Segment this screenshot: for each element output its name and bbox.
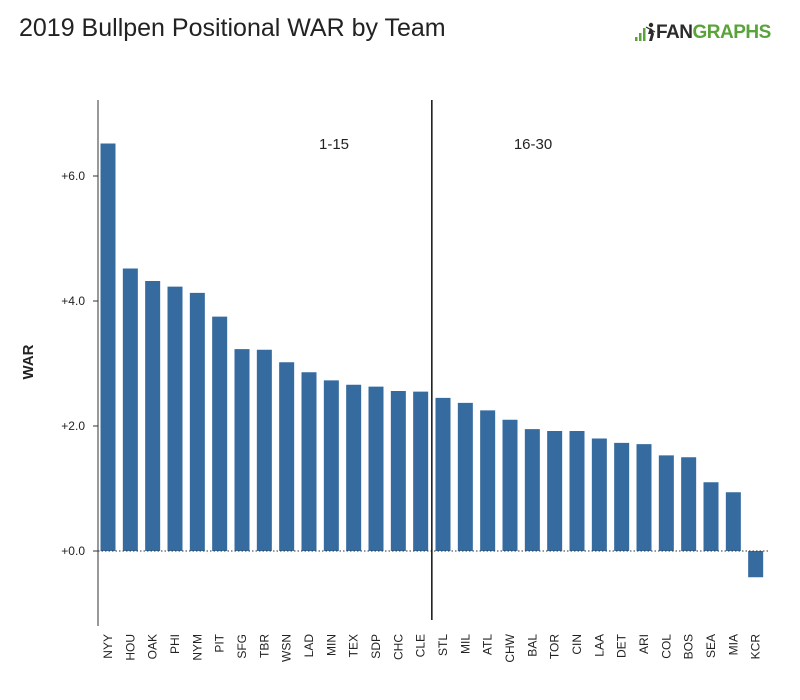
- bar-sfg: [234, 349, 250, 551]
- x-tick-label: TEX: [347, 634, 361, 657]
- x-tick-label: MIN: [324, 634, 338, 656]
- logo-text-fan: FAN: [656, 22, 693, 43]
- y-tick-label: +4.0: [61, 294, 85, 308]
- bar-mia: [725, 492, 741, 551]
- x-tick-label: TOR: [548, 634, 562, 659]
- y-axis: +0.0 +2.0 +4.0 +6.0 WAR: [20, 100, 99, 620]
- x-tick-label: CHC: [391, 634, 405, 660]
- chart-title: 2019 Bullpen Positional WAR by Team: [19, 14, 446, 42]
- x-tick-label: PIT: [213, 633, 227, 652]
- x-tick-label: LAD: [302, 634, 316, 658]
- bar-tex: [346, 384, 362, 551]
- group-label-1-15: 1-15: [319, 136, 349, 153]
- x-tick-label: LAA: [592, 634, 606, 657]
- x-tick-label: WSN: [280, 634, 294, 662]
- x-tick-label: SFG: [235, 634, 249, 659]
- bar-ari: [636, 444, 652, 551]
- bar-bos: [681, 457, 697, 551]
- bar-phi: [167, 286, 183, 551]
- x-tick-label: MIL: [458, 634, 472, 654]
- bar-laa: [591, 438, 607, 551]
- x-tick-label: NYM: [190, 634, 204, 661]
- bar-oak: [145, 281, 161, 551]
- bar-min: [323, 380, 339, 551]
- bar-chc: [390, 391, 406, 551]
- bar-hou: [122, 268, 138, 551]
- bar-pit: [212, 316, 228, 551]
- bar-stl: [435, 397, 451, 551]
- x-tick-label: CHW: [503, 633, 517, 662]
- bar-det: [614, 442, 630, 551]
- bar-sdp: [368, 386, 384, 551]
- bar-tbr: [256, 349, 272, 551]
- bar-mil: [457, 402, 473, 551]
- x-tick-label: ATL: [481, 634, 495, 655]
- bar-cin: [569, 431, 585, 551]
- x-axis: NYY HOU OAK PHI NYM PIT SFG TBR WSN LAD MIN TEX SDP C…: [97, 620, 763, 663]
- bar-cle: [413, 391, 429, 551]
- x-tick-label: DET: [615, 633, 629, 658]
- x-tick-label: SEA: [704, 634, 718, 658]
- bar-col: [658, 455, 674, 551]
- bar-wsn: [279, 362, 295, 551]
- x-tick-label: CIN: [570, 634, 584, 655]
- x-tick-label: PHI: [168, 634, 182, 654]
- annotations: 1-15 16-30: [98, 100, 770, 620]
- x-tick-label: OAK: [146, 634, 160, 659]
- bar-kcr: [748, 551, 764, 578]
- x-tick-label: STL: [436, 634, 450, 656]
- bar-atl: [480, 410, 496, 551]
- fangraphs-logo: FANGRAPHS: [634, 20, 771, 46]
- logo-text-graphs: GRAPHS: [692, 22, 772, 43]
- fangraphs-logo-icon: [634, 21, 656, 45]
- x-tick-label: MIA: [726, 634, 740, 655]
- x-tick-label: COL: [659, 634, 673, 659]
- x-tick-label: CLE: [414, 634, 428, 657]
- bar-chw: [502, 419, 518, 551]
- bar-nyy: [100, 143, 116, 551]
- bar-nym: [189, 292, 205, 551]
- x-tick-label: BOS: [682, 634, 696, 659]
- x-tick-label: HOU: [123, 634, 137, 661]
- y-tick-label: +0.0: [61, 544, 85, 558]
- x-tick-label: BAL: [525, 634, 539, 657]
- x-tick-label: SDP: [369, 634, 383, 659]
- y-tick-label: +6.0: [61, 169, 85, 183]
- x-tick-label: KCR: [749, 634, 763, 660]
- bar-sea: [703, 482, 719, 551]
- x-tick-label: TBR: [257, 634, 271, 658]
- group-label-16-30: 16-30: [514, 136, 552, 153]
- x-tick-label: NYY: [101, 634, 115, 659]
- y-tick-label: +2.0: [61, 419, 85, 433]
- bar-bal: [524, 429, 540, 551]
- bars: [100, 143, 764, 578]
- y-axis-title: WAR: [20, 344, 37, 379]
- bar-tor: [547, 431, 563, 551]
- x-tick-label: ARI: [637, 634, 651, 654]
- bar-lad: [301, 372, 317, 551]
